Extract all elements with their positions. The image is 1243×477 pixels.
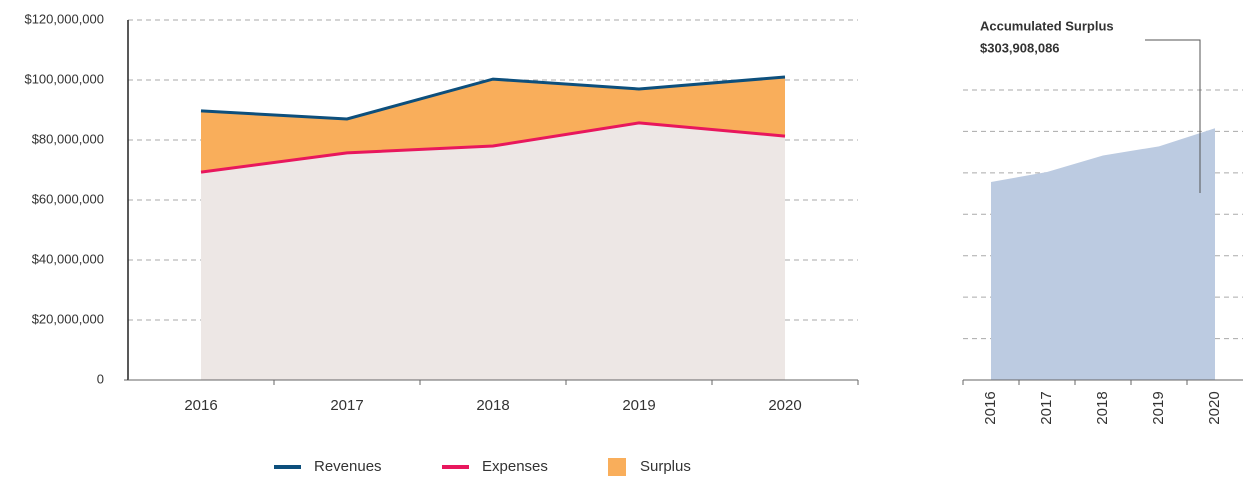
x-tick-label: 2020 bbox=[768, 397, 801, 414]
legend-label: Expenses bbox=[482, 458, 548, 475]
x-tick-label: 2019 bbox=[622, 397, 655, 414]
series-line bbox=[200, 121, 786, 174]
series-line bbox=[200, 75, 786, 121]
x-tick-label: 2019 bbox=[1150, 391, 1167, 424]
legend-label: Surplus bbox=[640, 458, 691, 475]
y-tick-label: $100,000,000 bbox=[24, 71, 104, 86]
y-tick-label: $80,000,000 bbox=[32, 131, 104, 146]
x-tick-label: 2020 bbox=[1206, 391, 1223, 424]
x-tick-label: 2017 bbox=[1038, 391, 1055, 424]
x-tick-label: 2016 bbox=[982, 391, 999, 424]
x-tick-label: 2016 bbox=[184, 397, 217, 414]
annotation-title: Accumulated Surplus bbox=[980, 18, 1114, 33]
x-tick-label: 2017 bbox=[330, 397, 363, 414]
y-tick-label: $120,000,000 bbox=[24, 11, 104, 26]
area bbox=[991, 128, 1215, 380]
y-tick-label: $20,000,000 bbox=[32, 311, 104, 326]
annotation-leader bbox=[1145, 39, 1201, 193]
annotation: Accumulated Surplus $303,908,086 bbox=[980, 18, 1201, 193]
x-tick-label: 2018 bbox=[476, 397, 509, 414]
surplus-area bbox=[201, 77, 785, 173]
annotation-value: $303,908,086 bbox=[980, 40, 1060, 55]
y-tick-label: 0 bbox=[97, 371, 104, 386]
legend-label: Revenues bbox=[314, 458, 382, 475]
x-tick-label: 2018 bbox=[1094, 391, 1111, 424]
y-tick-label: $60,000,000 bbox=[32, 191, 104, 206]
legend-swatch bbox=[608, 458, 626, 476]
base-area bbox=[201, 122, 785, 381]
y-tick-label: $40,000,000 bbox=[32, 251, 104, 266]
